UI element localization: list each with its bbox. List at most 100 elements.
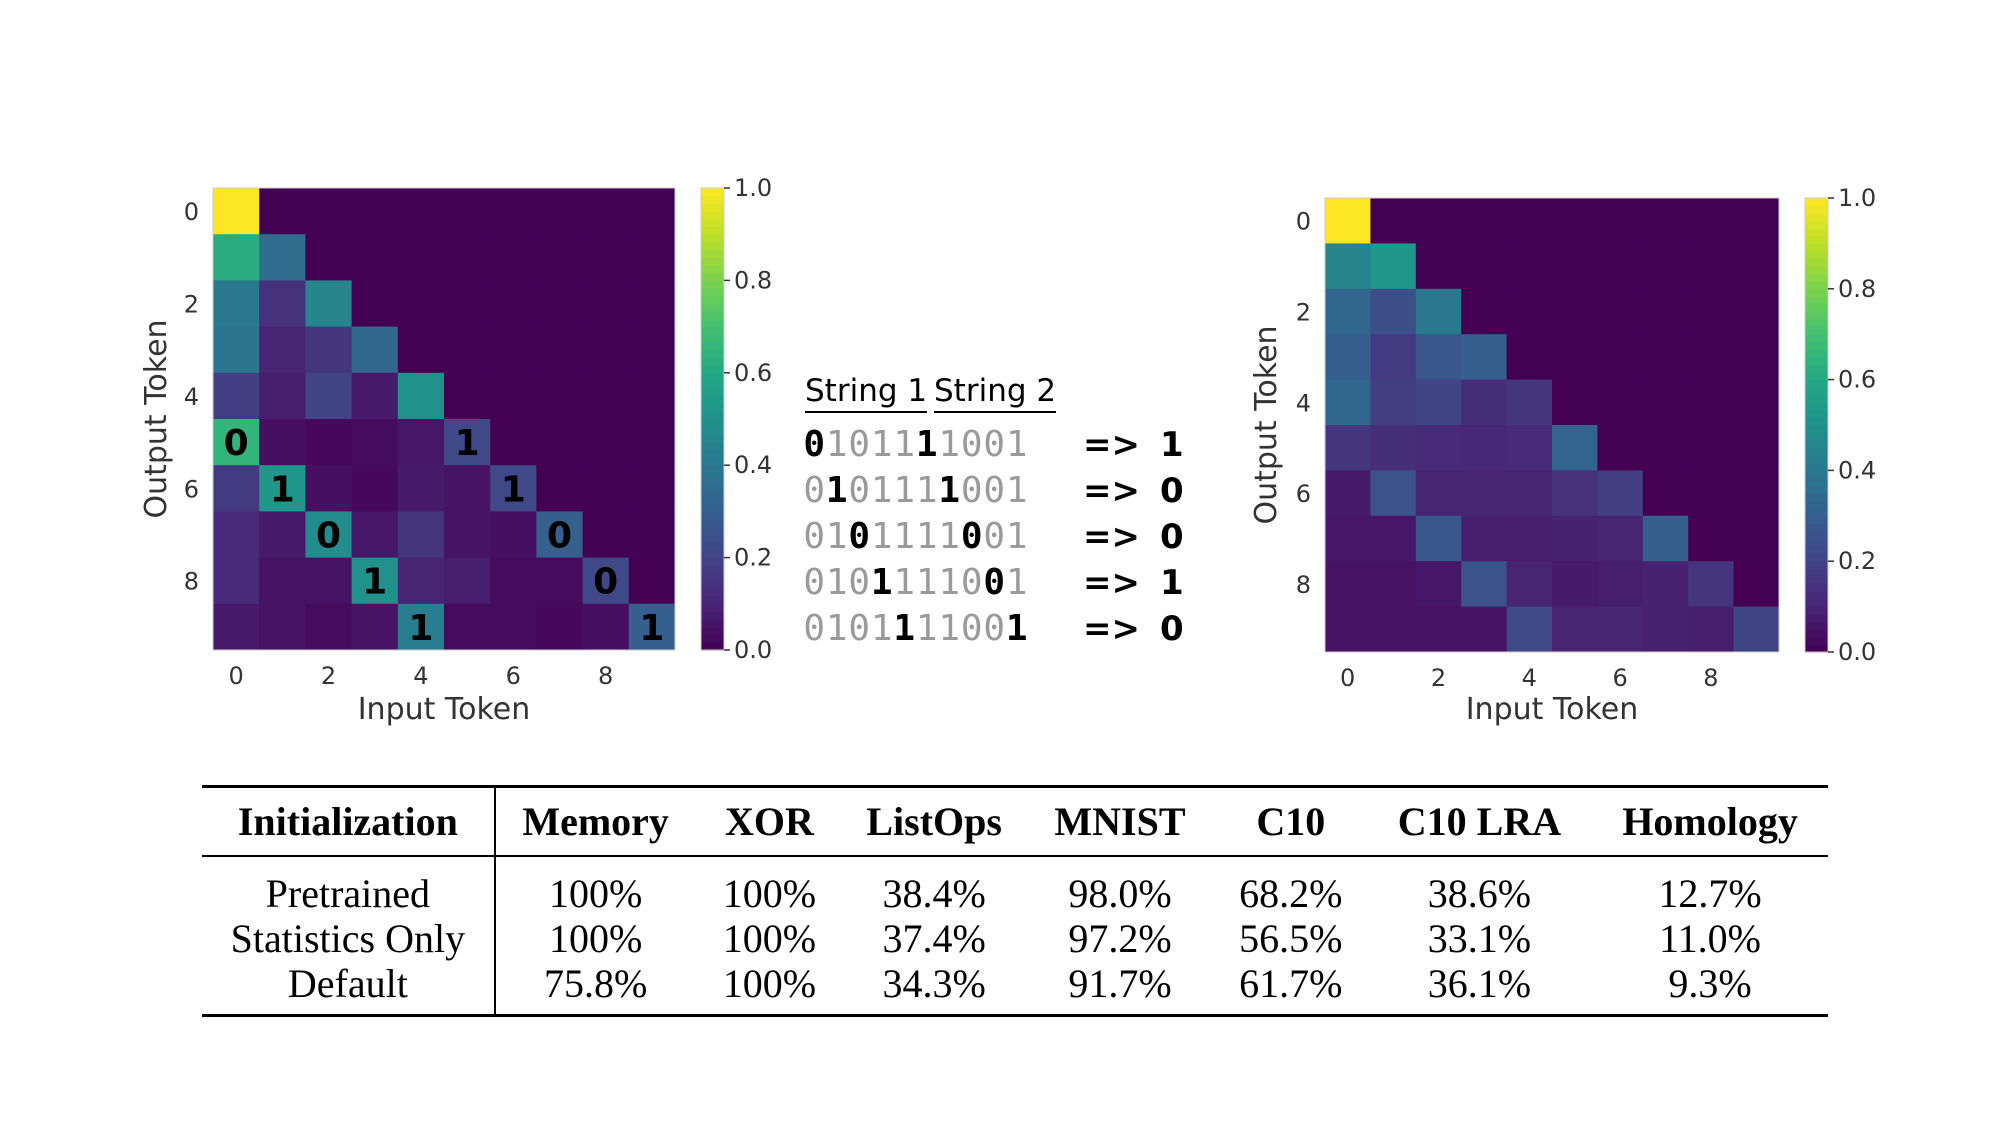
xor-digit: 1 [915,516,938,557]
heatmap-cell [1415,379,1462,426]
xor-digit: 0 [983,608,1006,649]
heatmap-cell [1688,198,1735,244]
colorbar-segment [1805,303,1828,313]
heatmap-cell [1461,425,1508,471]
heatmap-cell [1461,561,1508,608]
heatmap-cell [1552,288,1598,335]
heatmap-right: 0 2 4 6 8 0 2 4 6 8 Input Token Output Token 0.0… [1249,185,1876,727]
colorbar-segment [701,442,724,451]
heatmap-cell [536,372,584,420]
heatmap-cell [1642,470,1689,517]
heatmap-cell [351,465,399,512]
heatmap-cell [305,557,353,605]
heatmap-cell [536,234,584,281]
heatmap-cell [1688,561,1735,608]
heatmap-cell [1506,334,1553,381]
y-tick-label: 8 [1296,571,1311,599]
xor-digits: 0101111001 [803,608,1028,649]
colorbar-segment [1805,198,1828,207]
colorbar-segment [701,349,724,358]
heatmap-cell [397,372,445,420]
colorbar-segment [701,634,724,643]
heatmap-cell [536,326,584,374]
colorbar-segment [701,542,724,551]
heatmap-cell [351,188,399,235]
xor-digit: 1 [915,608,938,649]
heatmap-cell [1597,379,1644,426]
table-cell: 11.0% [1659,916,1761,961]
colorbar-segment [1805,288,1828,297]
colorbar-segment [701,549,724,559]
xor-digit: 0 [803,608,826,649]
xor-example: String 1 String 2 0101111001 => 1 010111100… [803,373,1223,653]
x-tick-label: 2 [1431,664,1446,692]
xor-digit: 0 [983,562,1006,603]
heatmap-cell [213,280,260,328]
colorbar-segment [1805,568,1828,577]
heatmap-cell [1415,515,1462,562]
colorbar-segment [1805,326,1828,335]
xor-arrow: => [1083,425,1140,465]
colorbar-segment [701,526,724,536]
y-tick-label: 2 [184,291,199,319]
heatmap-cell [582,280,630,328]
xor-digit: 1 [825,424,848,465]
heatmap-cell [1506,379,1553,426]
heatmap-cell [582,234,630,281]
heatmap-cell [1415,334,1462,381]
heatmap-cell [1688,606,1735,653]
colorbar-segment [1805,583,1828,593]
heatmap-cell [1370,243,1417,290]
x-tick-label: 4 [1522,664,1537,692]
xor-digit: 0 [960,424,983,465]
heatmap-cell [1370,470,1417,517]
heatmap-cell [1370,334,1417,381]
colorbar-segment [701,588,724,597]
heatmap-cell [582,603,630,651]
colorbar-segment [1805,341,1828,350]
xor-digit: 1 [915,562,938,603]
colorbar-segment [1805,485,1828,494]
results-table: Initialization Memory XOR ListOps MNIST … [202,785,1828,1017]
heatmap-cell [1552,243,1598,290]
heatmap-cell [582,419,630,466]
xor-digit: 1 [1005,562,1028,603]
heatmap-cell [1325,198,1371,244]
xor-digit: 1 [915,424,938,465]
heatmap-cell [1733,198,1780,244]
colorbar-segment [1805,417,1828,426]
heatmap-cell [1325,470,1371,517]
colorbar-segment [1805,644,1828,653]
cell-annotation: 0 [593,562,618,603]
heatmap-cell [305,603,353,651]
colorbar-segment [1805,372,1828,381]
heatmap-cell [1552,334,1598,381]
heatmap-cell [1552,198,1598,244]
colorbar-segment [701,303,724,312]
heatmap-cell [1552,379,1598,426]
heatmap-cell [1506,198,1553,244]
heatmap-cell [1506,288,1553,335]
xor-digit: 0 [983,470,1006,511]
heatmap-cell [1325,515,1371,562]
heatmap-cell [397,326,445,374]
heatmap-cell [213,372,260,420]
xor-digit: 0 [848,562,871,603]
colorbar-segment [1805,576,1828,585]
heatmap-cells [1325,198,1780,653]
table-cell: 91.7% [1025,961,1215,1017]
heatmap-cell [305,326,353,374]
y-tick-label: 4 [184,383,199,411]
heatmap-cell [351,372,399,420]
colorbar-segment [701,272,724,281]
x-tick-label: 4 [413,662,428,690]
cell-annotation: 0 [224,423,249,464]
heatmap-cell [259,326,306,374]
table-cell: Default [202,961,496,1017]
colorbar-segment [1805,409,1828,419]
heatmap-cell [1370,515,1417,562]
colorbar-segment [1805,477,1828,487]
heatmap-cell [536,603,584,651]
xor-digit: 0 [803,516,826,557]
colorbar-segment [701,403,724,412]
